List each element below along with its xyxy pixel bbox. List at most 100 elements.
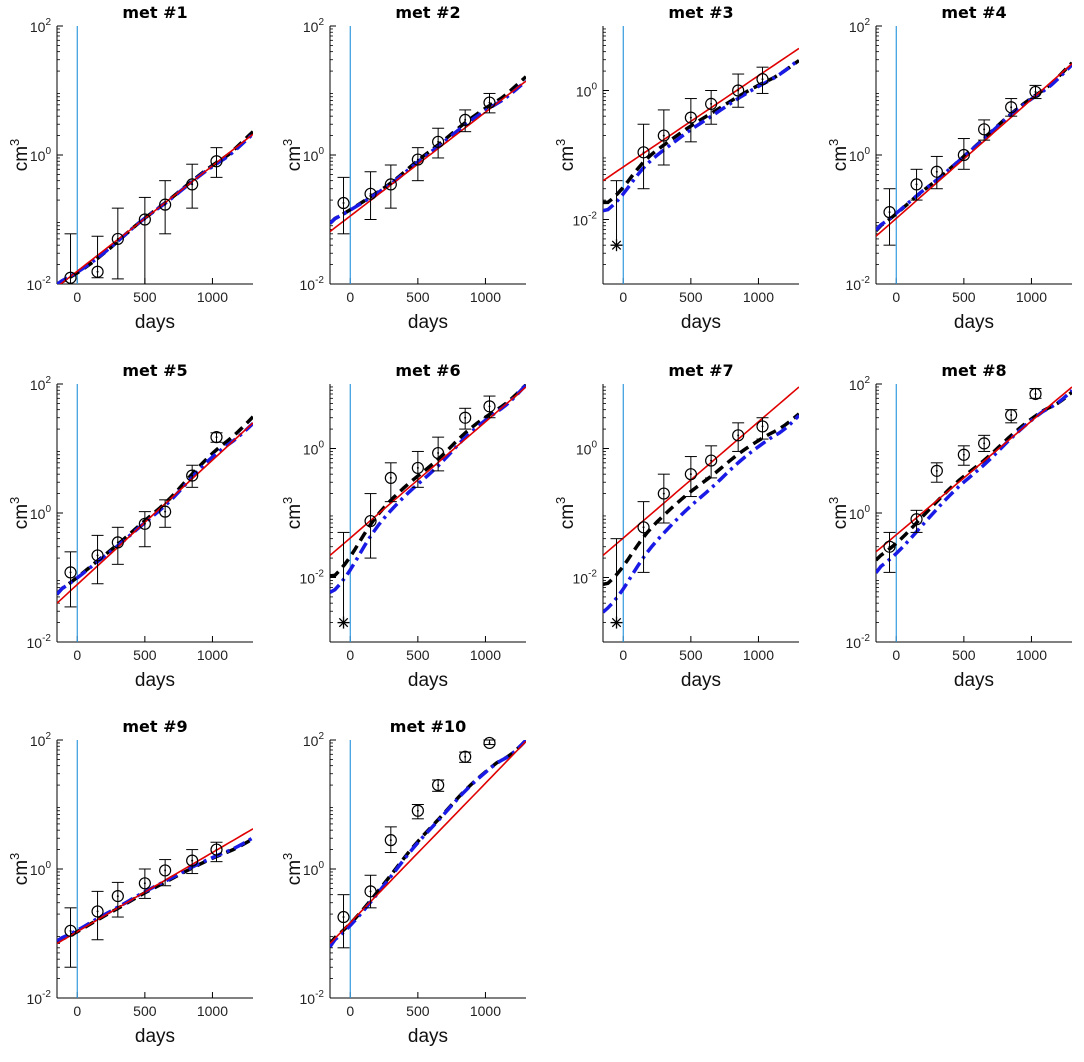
asterisk-marker: [610, 616, 623, 629]
data-point-center: [464, 118, 467, 121]
data-points: [64, 431, 223, 608]
x-tick-label: 500: [133, 1003, 157, 1019]
data-point: [111, 232, 124, 246]
panel-1: 10-2 100 102 0 500 1000 days cm3 met #1: [7, 3, 253, 333]
data-point-center: [191, 859, 194, 862]
x-tick-label: 500: [406, 289, 430, 305]
x-tick-label: 0: [892, 647, 900, 663]
x-tick-label: 500: [952, 289, 976, 305]
fit-blue-dashdot-line: [330, 740, 526, 948]
data-point: [337, 910, 350, 924]
fit-lines: [603, 386, 799, 614]
data-point: [64, 566, 77, 579]
x-tick-label: 0: [619, 289, 627, 305]
data-point-center: [761, 425, 764, 428]
fit-black-dashed-line: [603, 412, 799, 587]
data-point: [910, 178, 923, 191]
x-tick-label: 1000: [1016, 289, 1047, 305]
data-point-center: [389, 476, 392, 479]
data-point: [384, 834, 397, 847]
data-point-center: [164, 203, 167, 206]
x-tick-label: 0: [346, 1003, 354, 1019]
x-tick-label: 1000: [197, 647, 228, 663]
y-axis-label: cm3: [280, 497, 305, 530]
panel-title: met #6: [395, 361, 460, 380]
y-tick-label: 10-2: [573, 211, 598, 229]
x-axis-label: days: [408, 312, 448, 333]
data-point: [930, 165, 943, 178]
data-point: [483, 400, 496, 413]
data-point: [957, 448, 970, 461]
data-point-center: [464, 755, 467, 758]
data-point-center: [342, 916, 345, 919]
data-point: [483, 96, 496, 109]
data-point: [684, 111, 697, 124]
y-tick-label: 102: [30, 731, 52, 749]
y-tick-label: 10-2: [846, 275, 871, 293]
fit-lines: [876, 386, 1072, 574]
x-axis-label: days: [954, 670, 994, 691]
data-point: [432, 446, 445, 460]
fit-black-dashed-line: [603, 59, 799, 205]
data-point-center: [389, 183, 392, 186]
data-point-center: [143, 882, 146, 885]
data-point: [411, 461, 424, 475]
fit-linear-line: [876, 63, 1072, 237]
data-point: [459, 113, 472, 127]
y-tick-label: 102: [30, 375, 52, 393]
data-point: [432, 778, 445, 792]
x-tick-label: 500: [679, 289, 703, 305]
y-tick-label: 10-2: [300, 275, 325, 293]
data-point: [883, 540, 896, 553]
fit-black-dashed-line: [330, 75, 526, 225]
data-point-center: [342, 202, 345, 205]
panel-5: 10-2 100 102 0 500 1000 days cm3 met #5: [7, 361, 253, 691]
y-axis-label: cm3: [826, 139, 851, 172]
data-point-center: [662, 492, 665, 495]
data-point: [756, 420, 769, 433]
data-point-center: [710, 459, 713, 462]
data-point: [432, 135, 445, 148]
data-point: [384, 471, 397, 485]
data-point-center: [143, 522, 146, 525]
data-point-center: [689, 116, 692, 119]
y-tick-label: 10-2: [27, 989, 52, 1007]
x-axis-label: days: [681, 670, 721, 691]
data-point: [159, 198, 172, 211]
data-point: [138, 517, 151, 530]
panel-4: 10-2 100 102 0 500 1000 days cm3 met #4: [826, 3, 1072, 333]
fit-linear-line: [57, 422, 253, 604]
data-point: [91, 549, 104, 562]
y-tick-label: 10-2: [573, 569, 598, 587]
fit-linear-line: [330, 740, 526, 945]
fit-lines: [57, 130, 253, 284]
data-point: [1005, 101, 1018, 114]
data-point-center: [689, 473, 692, 476]
data-point: [138, 877, 151, 890]
data-point-center: [642, 151, 645, 154]
y-axis-label: cm3: [7, 497, 32, 530]
data-point-center: [983, 442, 986, 445]
data-point-center: [164, 869, 167, 872]
data-point-center: [935, 170, 938, 173]
y-axis-label: cm3: [280, 853, 305, 886]
x-tick-label: 500: [133, 647, 157, 663]
y-tick-label: 100: [30, 860, 52, 878]
data-point-center: [962, 453, 965, 456]
data-point: [732, 84, 745, 97]
data-point-center: [416, 466, 419, 469]
x-tick-label: 500: [406, 647, 430, 663]
data-point-center: [888, 545, 891, 548]
panel-title: met #1: [122, 3, 187, 22]
data-point-center: [737, 89, 740, 92]
y-tick-label: 100: [303, 146, 325, 164]
y-axis-label: cm3: [7, 853, 32, 886]
x-tick-label: 1000: [197, 289, 228, 305]
y-tick-label: 10-2: [300, 569, 325, 587]
panel-title: met #5: [122, 361, 187, 380]
data-point: [1029, 387, 1042, 401]
x-tick-label: 500: [679, 647, 703, 663]
fit-black-dashed-line: [330, 384, 526, 578]
